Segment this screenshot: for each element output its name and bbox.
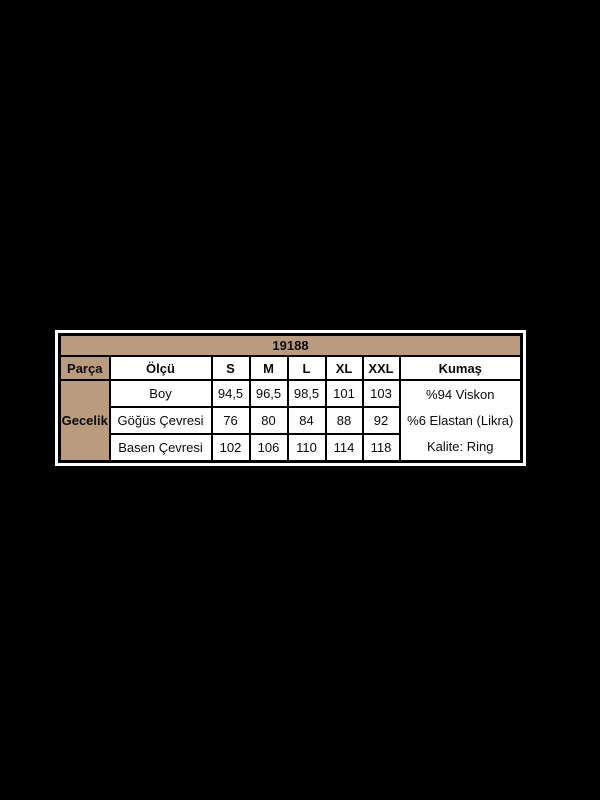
measurement-cell: 84 (286, 406, 327, 435)
measure-label: Basen Çevresi (108, 433, 213, 463)
measurement-cell: 92 (361, 406, 401, 435)
header-size-xl: XL (324, 355, 364, 381)
header-size-l: L (286, 355, 327, 381)
header-size-xxl: XXL (361, 355, 401, 381)
product-code-cell: 19188 (58, 333, 523, 357)
measurement-cell: 110 (286, 433, 327, 463)
measurement-cell: 88 (324, 406, 364, 435)
table-row: Göğüs Çevresi 76 80 84 88 92 (60, 406, 522, 435)
measurement-cell: 103 (361, 379, 401, 408)
measurement-cell: 106 (248, 433, 289, 463)
table-row: Gecelik Boy 94,5 96,5 98,5 101 103 %94 V… (58, 379, 523, 463)
size-chart: 19188 Parça Ölçü S M L XL XXL Kumaş Gece… (58, 333, 523, 463)
measurement-cell: 94,5 (210, 379, 251, 408)
header-size-m: M (248, 355, 289, 381)
measurement-cell: 96,5 (248, 379, 289, 408)
fabric-line: Kalite: Ring (427, 438, 494, 454)
header-parca: Parça (58, 355, 111, 381)
header-olcu: Ölçü (108, 355, 213, 381)
table-row: Basen Çevresi 102 106 110 114 118 (60, 433, 522, 463)
fabric-info-cell: %94 Viskon %6 Elastan (Likra) Kalite: Ri… (398, 379, 523, 463)
header-kumas: Kumaş (398, 355, 523, 381)
measurement-cell: 80 (248, 406, 289, 435)
measurement-cell: 102 (210, 433, 251, 463)
header-size-s: S (210, 355, 251, 381)
measurement-cell: 118 (361, 433, 401, 463)
measure-label: Boy (108, 379, 213, 408)
measure-label: Göğüs Çevresi (108, 406, 213, 435)
size-chart-table: 19188 Parça Ölçü S M L XL XXL Kumaş Gece… (55, 330, 526, 466)
part-label-cell: Gecelik (58, 379, 111, 463)
measurement-cell: 76 (210, 406, 251, 435)
fabric-line: %94 Viskon (426, 386, 495, 402)
measurement-cell: 114 (324, 433, 364, 463)
fabric-line: %6 Elastan (Likra) (407, 412, 514, 428)
measurement-cell: 98,5 (286, 379, 327, 408)
measurement-cell: 101 (324, 379, 364, 408)
